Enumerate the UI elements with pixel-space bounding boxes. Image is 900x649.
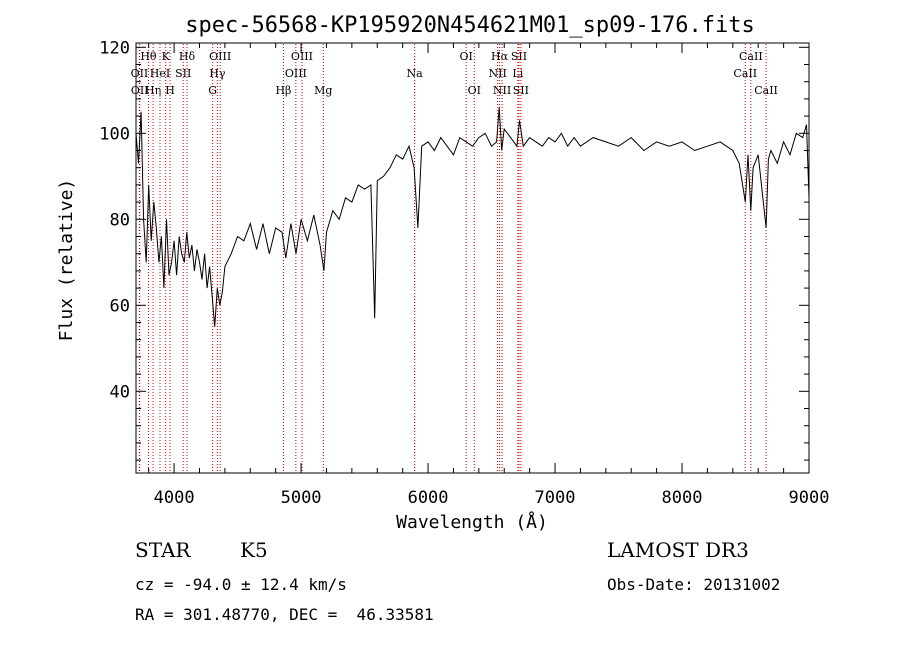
coordinates: RA = 301.48770, DEC = 46.33581 bbox=[135, 605, 434, 624]
y-tick-label: 60 bbox=[110, 296, 130, 316]
spectral-line-label: Li bbox=[512, 67, 523, 80]
spectral-line-label: Hβ bbox=[275, 84, 291, 97]
x-tick-label: 7000 bbox=[535, 488, 576, 508]
spectral-line-label: NII bbox=[488, 67, 506, 80]
survey-name: LAMOST DR3 bbox=[607, 538, 749, 562]
spectral-line-label: OIII bbox=[209, 50, 231, 63]
spectral-line-label: OI bbox=[468, 84, 481, 97]
spectral-line-label: SII bbox=[511, 50, 527, 63]
object-class: STAR bbox=[135, 538, 191, 562]
y-tick-label: 120 bbox=[99, 38, 130, 58]
spectral-line-label: Hδ bbox=[179, 50, 196, 63]
y-tick-label: 80 bbox=[110, 210, 130, 230]
x-axis-ticks: 4000 5000 6000 7000 8000 9000 bbox=[148, 43, 830, 508]
flux-series-line bbox=[135, 107, 810, 327]
x-tick-label: 4000 bbox=[154, 488, 195, 508]
spectral-line-label: CaII bbox=[739, 50, 763, 63]
obs-date: Obs-Date: 20131002 bbox=[607, 575, 781, 594]
object-subclass: K5 bbox=[240, 538, 268, 562]
spectral-line-label: OII bbox=[131, 84, 149, 97]
chart-title: spec-56568-KP195920N454621M01_sp09-176.f… bbox=[185, 13, 755, 38]
spectral-line-label: CaII bbox=[733, 67, 757, 80]
y-axis-ticks: 40 60 80 100 120 bbox=[99, 38, 809, 461]
spectral-line-label: NII bbox=[493, 84, 511, 97]
spectral-line-label: OI bbox=[459, 50, 472, 63]
x-tick-label: 5000 bbox=[281, 488, 322, 508]
x-tick-label: 6000 bbox=[408, 488, 449, 508]
y-axis-label: Flux (relative) bbox=[56, 179, 77, 342]
spectral-line-label: Mg bbox=[314, 84, 332, 97]
spectral-line-label: G bbox=[208, 84, 217, 97]
spectral-line-label: SII bbox=[175, 67, 191, 80]
plot-frame bbox=[135, 42, 810, 474]
spectral-line-label: Na bbox=[407, 67, 424, 80]
x-tick-label: 8000 bbox=[662, 488, 703, 508]
spectral-line-label: Hγ bbox=[209, 67, 226, 80]
spectral-line-label: H bbox=[165, 84, 175, 97]
spectral-line-label: CaII bbox=[754, 84, 778, 97]
spectral-line-label: OII bbox=[131, 67, 149, 80]
spectral-line-label: K bbox=[162, 50, 171, 63]
spectral-line-label: HeI bbox=[150, 67, 170, 80]
spectral-line-label: OIII bbox=[285, 67, 307, 80]
y-tick-label: 40 bbox=[110, 382, 130, 402]
spectral-line-label: Hα bbox=[491, 50, 509, 63]
y-tick-label: 100 bbox=[99, 124, 130, 144]
x-tick-label: 9000 bbox=[789, 488, 830, 508]
spectral-line-label: OIII bbox=[291, 50, 313, 63]
spectral-line-label: SII bbox=[513, 84, 529, 97]
x-axis-label: Wavelength (Å) bbox=[396, 511, 548, 533]
redshift-cz: cz = -94.0 ± 12.4 km/s bbox=[135, 575, 347, 594]
spectral-line-markers: OIIOIIHθHηHeIKHSIIHδGHγOIIIHβOIIIOIIIMgN… bbox=[131, 44, 778, 473]
spectral-line-label: Hη bbox=[145, 84, 161, 97]
spectral-line-label: Hθ bbox=[140, 50, 157, 63]
